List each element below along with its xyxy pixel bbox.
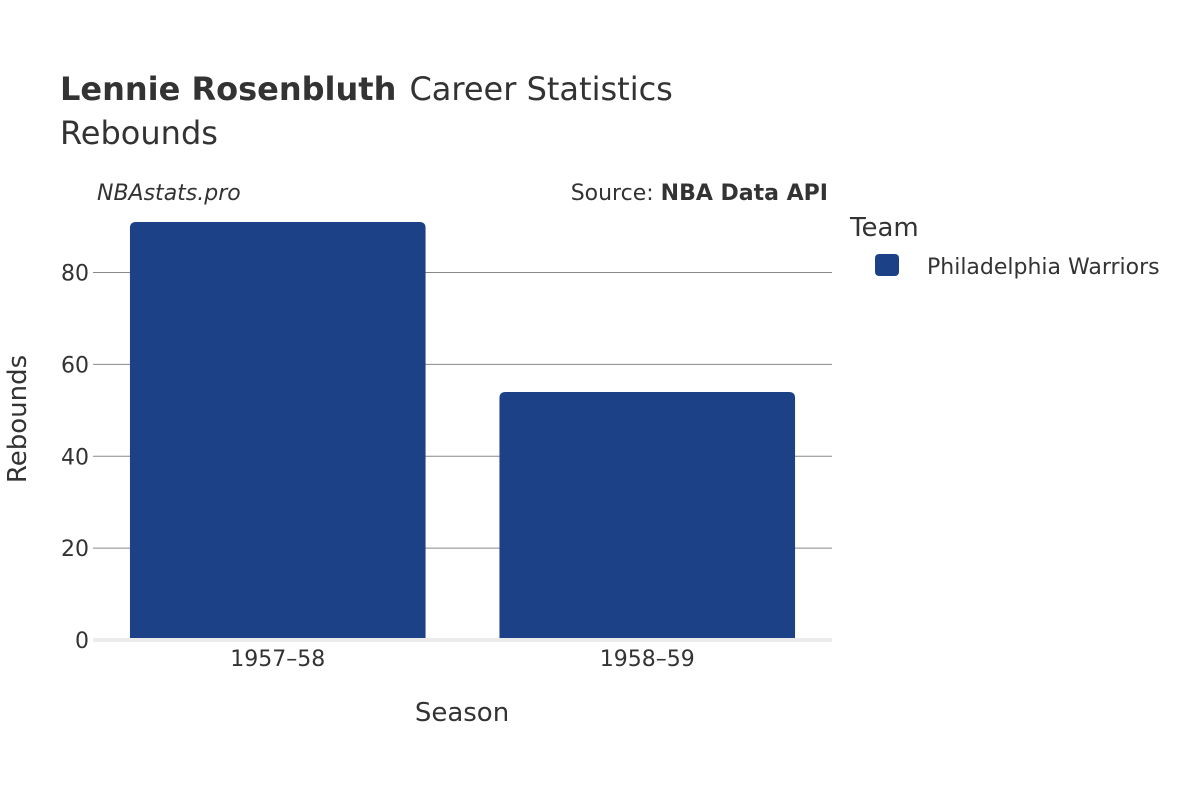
x-tick-label: 1957–58 xyxy=(230,647,325,672)
y-tick-label: 20 xyxy=(61,537,89,562)
legend-label-philadelphia-warriors: Philadelphia Warriors xyxy=(927,255,1160,280)
source-credit: Source: NBA Data API xyxy=(571,181,828,206)
y-tick-label: 80 xyxy=(61,262,89,287)
player-name: Lennie Rosenbluth xyxy=(60,70,396,108)
title-rest: Career Statistics xyxy=(409,70,672,108)
x-axis-ticks: 1957–58 1958–59 xyxy=(230,647,694,672)
chart-subtitle: Rebounds xyxy=(60,114,218,152)
watermark: NBAstats.pro xyxy=(97,181,241,206)
legend-swatch-philadelphia-warriors xyxy=(875,254,899,276)
y-axis-ticks: 0 20 40 60 80 xyxy=(61,262,89,654)
x-tick-label: 1958–59 xyxy=(600,647,695,672)
x-axis-title: Season xyxy=(415,698,509,728)
source-name: NBA Data API xyxy=(661,181,828,206)
y-tick-label: 0 xyxy=(75,629,89,654)
y-tick-label: 40 xyxy=(61,445,89,470)
y-axis-title: Rebounds xyxy=(3,355,33,483)
bars xyxy=(129,222,796,640)
source-prefix: Source: xyxy=(571,181,661,206)
bar-1958–59 xyxy=(499,391,796,640)
bar-1957–58 xyxy=(129,222,426,640)
y-tick-label: 60 xyxy=(61,353,89,378)
legend-title: Team xyxy=(849,213,919,243)
chart-title: Lennie Rosenbluth Career Statistics xyxy=(60,70,673,108)
